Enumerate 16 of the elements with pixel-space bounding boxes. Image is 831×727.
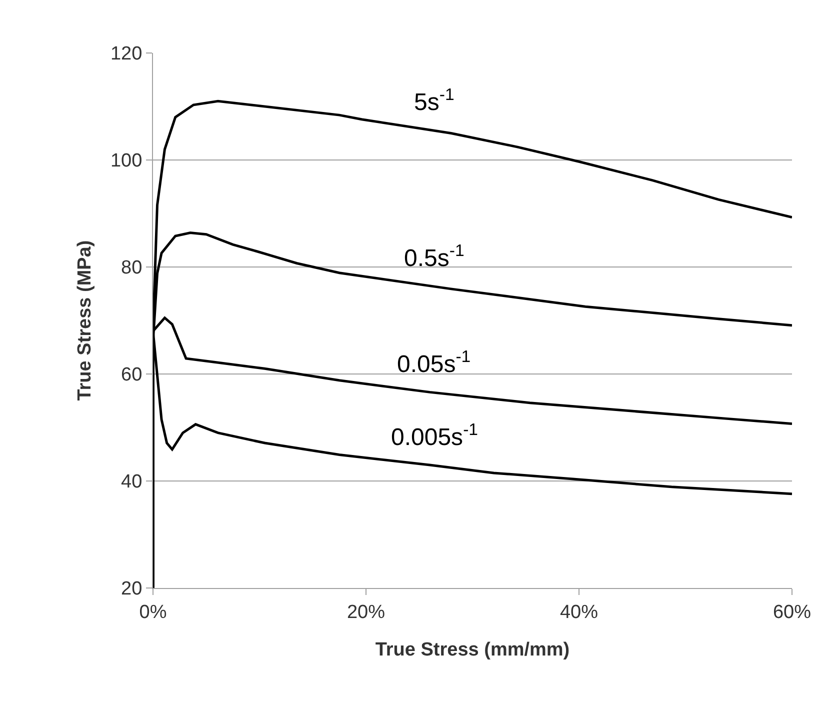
y-tick-label: 100 xyxy=(110,150,142,172)
x-tick-label: 60% xyxy=(772,602,812,623)
y-tick-label: 60 xyxy=(121,364,142,386)
x-tick-label: 0% xyxy=(139,602,167,623)
y-tick-label: 120 xyxy=(110,44,142,65)
y-tick-label: 20 xyxy=(121,578,142,600)
series-label: 0.5s$^{-1}$ xyxy=(404,241,464,272)
x-tick-label: 20% xyxy=(346,602,386,623)
y-tick-label: 40 xyxy=(121,472,142,493)
series-label: 0.05s$^{-1}$ xyxy=(397,347,471,378)
y-tick-label: 80 xyxy=(121,258,142,279)
x-tick-label: 40% xyxy=(560,602,598,623)
series-label: 0.005s$^{-1}$ xyxy=(391,420,478,452)
y-axis-title: True Stress (MPa) xyxy=(74,240,96,401)
x-axis-title: True Stress (mm/mm) xyxy=(375,640,570,661)
series-label: 5s$^{-1}$ xyxy=(414,85,454,116)
